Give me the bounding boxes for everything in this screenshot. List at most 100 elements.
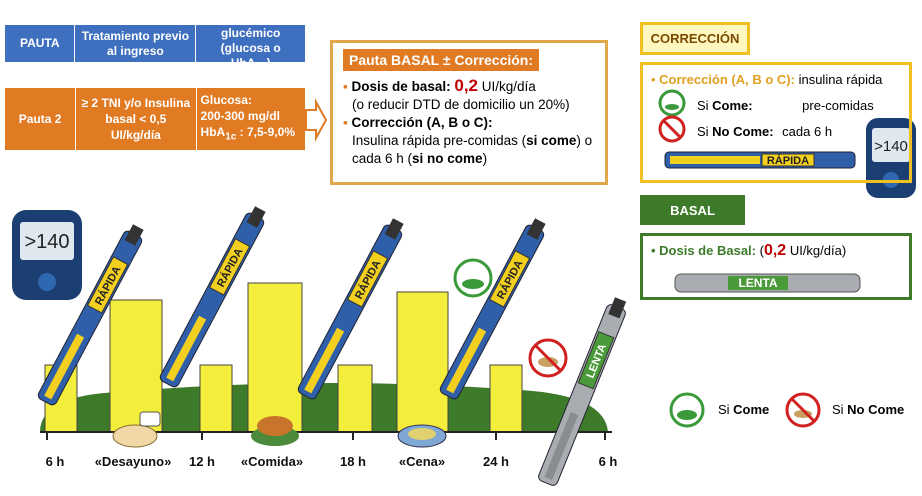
text: Si	[697, 124, 713, 139]
pauta-title: Pauta BASAL ± Corrección:	[343, 49, 540, 71]
insulin-bars	[44, 282, 523, 433]
text: si no come	[412, 151, 483, 166]
bullet: • Corrección (A, B o C): insulina rápida	[651, 67, 901, 93]
timeline-label: 12 h	[189, 454, 215, 469]
text: Glucosa:	[200, 93, 252, 108]
bar	[109, 299, 163, 433]
text: 0,2	[454, 76, 478, 95]
header-cell: Control glucémico (glucosa o HbA1c)	[196, 11, 305, 74]
food-lunch	[251, 416, 299, 446]
header-cell: PAUTA	[5, 25, 76, 62]
bar	[247, 282, 303, 433]
text: 1c	[225, 131, 237, 143]
meter-reading: >140	[24, 231, 69, 253]
pen-window	[544, 412, 579, 480]
pen-window	[304, 327, 345, 394]
pen-rapida: RÁPIDA	[37, 224, 144, 406]
text: 0,2	[763, 242, 787, 259]
text: Control glucémico (glucosa o HbA	[220, 11, 281, 71]
text: Dosis de Basal:	[659, 243, 756, 258]
pauta-box: Pauta BASAL ± Corrección: ▪ Dosis de bas…	[330, 40, 608, 185]
arrow	[305, 98, 328, 142]
header-cell: Tratamiento previo al ingreso	[75, 25, 197, 62]
pen-band	[208, 238, 251, 296]
basal-box: • Dosis de Basal: (0,2 UI/kg/día)	[640, 233, 912, 300]
rect	[139, 411, 161, 427]
timeline-label: «Cena»	[399, 454, 445, 469]
pen-lenta-horizontal: LENTA	[674, 273, 861, 293]
bullet: ▪ Corrección (A, B o C): Insulina rápida …	[343, 114, 595, 168]
pen-cap	[384, 218, 404, 240]
legend-no-eat: Si No Come	[832, 402, 904, 417]
text: )	[482, 151, 488, 166]
pen-cap	[124, 224, 144, 246]
pauta-row: Pauta 2 ≥ 2 TNI y/o Insulina basal < 0,5…	[5, 88, 305, 150]
line	[790, 397, 816, 423]
pen-band	[577, 331, 615, 390]
text: )	[266, 56, 271, 71]
ellipse	[677, 410, 697, 420]
pen-label: LENTA	[738, 276, 777, 290]
text: (	[756, 243, 764, 258]
text: No Come	[847, 402, 905, 417]
timeline-label: 18 h	[340, 454, 366, 469]
text: UI/kg/día)	[786, 243, 847, 258]
pen-rapida: RÁPIDA	[439, 218, 546, 400]
timeline-label: «Desayuno»	[95, 454, 172, 469]
header-row: PAUTA Tratamiento previo al ingreso Cont…	[5, 11, 305, 74]
text: Insulina rápida pre-comidas (	[352, 133, 527, 148]
timeline-label: «Comida»	[241, 454, 303, 469]
rect	[761, 153, 815, 167]
pen-rapida-horizontal: RÁPIDA	[664, 151, 856, 169]
pen-cap	[608, 297, 627, 319]
text: Corrección (A, B o C):	[351, 115, 493, 130]
glucometer-left: >140	[12, 210, 82, 300]
food-dinner	[397, 424, 447, 448]
pen-band	[86, 256, 129, 314]
text: 1c	[255, 62, 267, 74]
pen-window	[166, 315, 207, 382]
text: (o reducir DTD de domicilio un 20%)	[352, 97, 570, 112]
span: •	[651, 243, 660, 258]
rect	[728, 276, 788, 290]
pen-cap	[246, 206, 266, 228]
circle	[453, 258, 493, 298]
bar	[489, 364, 523, 433]
correccion-box: • Corrección (A, B o C): insulina rápida…	[640, 62, 912, 183]
legend-eat: Si Come	[718, 402, 769, 417]
div: Insulina rápida pre-comidas (si come) o …	[343, 132, 595, 168]
circle	[38, 273, 56, 291]
text: insulina rápida	[794, 72, 883, 87]
bullet: ▪ Dosis de basal: 0,2 UI/kg/día (o reduci…	[343, 77, 595, 114]
line: Si No Come: cada 6 h	[651, 119, 901, 145]
pen-cap	[526, 218, 546, 240]
row-cell: Pauta 2	[5, 88, 77, 150]
text: cada 6 h	[782, 124, 833, 139]
ellipse	[257, 416, 293, 436]
text: UI/kg/día	[478, 79, 536, 94]
bar	[396, 291, 449, 433]
line: Si Come: pre-comidas	[651, 93, 901, 119]
bar	[337, 364, 373, 433]
timeline-label: 6 h	[46, 454, 65, 469]
axis-ticks	[46, 432, 606, 440]
span: Control glucémico (glucosa o HbA1c)	[199, 11, 302, 75]
ellipse	[112, 424, 158, 448]
text: si come	[526, 133, 577, 148]
text: : 7,5-9,0%	[236, 125, 296, 140]
no-eat-icon	[528, 338, 568, 378]
correccion-label: CORRECCIÓN	[640, 22, 750, 55]
span: ▪	[343, 79, 352, 94]
basal-label: BASAL	[640, 195, 745, 225]
ellipse	[408, 428, 436, 440]
pen-window	[44, 333, 85, 400]
span: •	[651, 72, 660, 87]
span: ▪	[343, 115, 352, 130]
text: Come:	[712, 98, 753, 113]
timeline-label: 6 h	[599, 454, 618, 469]
timeline-labels: 6 h «Desayuno» 12 h «Comida» 18 h «Cena» 24 h 6…	[46, 454, 618, 469]
span: Glucosa: 200-300 mg/dl HbA1c : 7,5-9,0%	[201, 92, 296, 145]
